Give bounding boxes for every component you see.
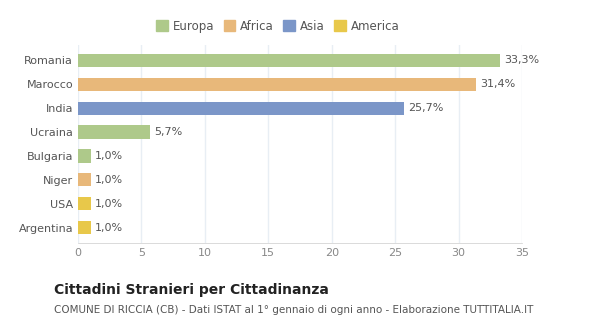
Text: 1,0%: 1,0%: [94, 223, 122, 233]
Text: 1,0%: 1,0%: [94, 175, 122, 185]
Bar: [78, 173, 91, 187]
Bar: [78, 125, 151, 139]
Bar: [78, 221, 91, 234]
Bar: [78, 149, 91, 163]
Legend: Europa, Africa, Asia, America: Europa, Africa, Asia, America: [151, 15, 404, 37]
Text: 1,0%: 1,0%: [94, 199, 122, 209]
Text: 25,7%: 25,7%: [408, 103, 443, 113]
Text: 31,4%: 31,4%: [480, 79, 515, 89]
Bar: [78, 78, 476, 91]
Bar: [78, 101, 404, 115]
Text: 5,7%: 5,7%: [154, 127, 182, 137]
Text: 1,0%: 1,0%: [94, 151, 122, 161]
Bar: [78, 197, 91, 210]
Bar: [78, 54, 500, 67]
Text: Cittadini Stranieri per Cittadinanza: Cittadini Stranieri per Cittadinanza: [54, 283, 329, 297]
Text: 33,3%: 33,3%: [504, 55, 539, 65]
Text: COMUNE DI RICCIA (CB) - Dati ISTAT al 1° gennaio di ogni anno - Elaborazione TUT: COMUNE DI RICCIA (CB) - Dati ISTAT al 1°…: [54, 305, 533, 315]
